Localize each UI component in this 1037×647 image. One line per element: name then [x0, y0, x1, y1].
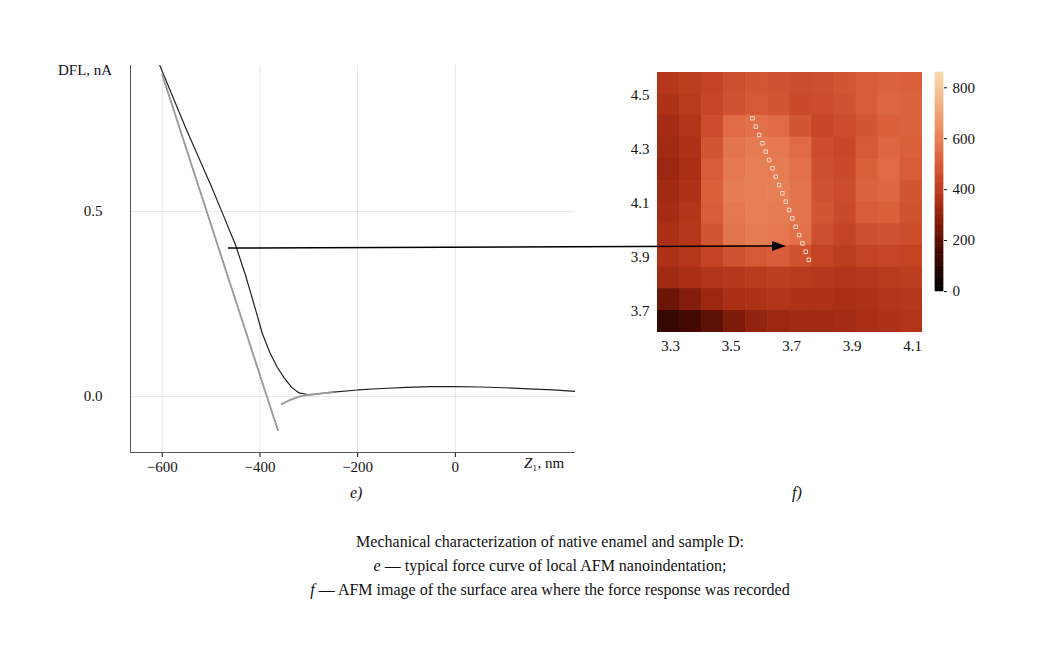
- svg-text:4.5: 4.5: [631, 87, 650, 103]
- svg-text:4.3: 4.3: [631, 141, 650, 157]
- html-text:Mechanical characterization of: Mechanical characterization of native en…: [356, 533, 744, 550]
- svg-text:−600: −600: [147, 459, 178, 475]
- svg-text:0: 0: [953, 283, 961, 299]
- svg-text:400: 400: [953, 181, 976, 197]
- svg-text:800: 800: [953, 80, 976, 96]
- svg-text:−200: −200: [342, 459, 373, 475]
- svg-text:0: 0: [452, 459, 460, 475]
- html-text:e): e): [350, 484, 363, 501]
- svg-text:3.3: 3.3: [661, 338, 680, 354]
- svg-text:−400: −400: [244, 459, 275, 475]
- svg-text:3.9: 3.9: [631, 249, 650, 265]
- svg-text:3.9: 3.9: [843, 338, 862, 354]
- svg-text:200: 200: [953, 232, 976, 248]
- html-text:f): f): [792, 484, 802, 501]
- html-text:DFL, nA: DFL, nA: [58, 62, 113, 78]
- html-text:f — AFM image of the surface a: f — AFM image of the surface area where …: [310, 581, 790, 598]
- svg-text:4.1: 4.1: [631, 195, 650, 211]
- svg-text:600: 600: [953, 131, 976, 147]
- html-text:Z ₁, nm: Z ₁, nm: [524, 455, 565, 471]
- svg-text:3.5: 3.5: [722, 338, 741, 354]
- html-text:e — typical force curve of loc: e — typical force curve of local AFM nan…: [373, 557, 727, 574]
- svg-text:0.0: 0.0: [84, 388, 103, 404]
- svg-text:4.1: 4.1: [903, 338, 922, 354]
- svg-text:3.7: 3.7: [631, 302, 650, 318]
- svg-text:0.5: 0.5: [84, 203, 103, 219]
- svg-text:3.7: 3.7: [782, 338, 801, 354]
